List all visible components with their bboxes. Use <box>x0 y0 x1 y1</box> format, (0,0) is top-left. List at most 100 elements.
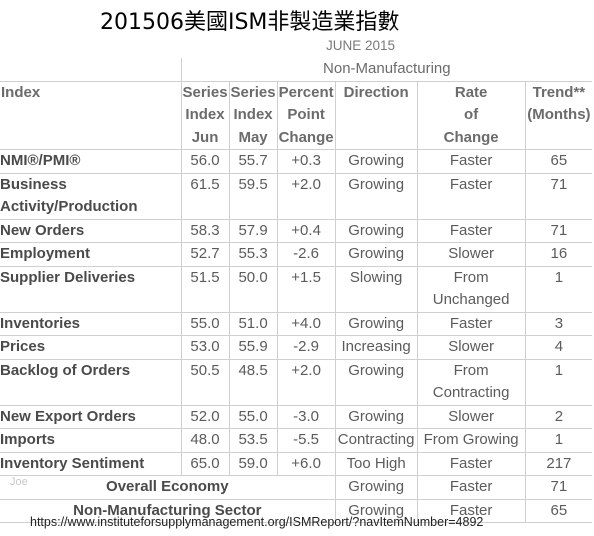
summary-label: Overall Economy <box>0 475 336 500</box>
direction: Growing <box>334 312 418 336</box>
index-name-line: Employment <box>0 245 91 262</box>
percent-point-change: +2.0 <box>276 359 336 406</box>
summary-direction: Growing <box>334 475 418 500</box>
index-name: New Orders <box>0 219 181 243</box>
series-index-may: 50.0 <box>228 266 278 313</box>
summary-rate: Faster <box>416 499 526 523</box>
rate-of-change: From Growing <box>416 428 526 453</box>
series-index-may: 57.9 <box>228 219 278 243</box>
series-index-may: 59.5 <box>228 173 278 220</box>
index-name-line: Business <box>0 175 67 193</box>
trend-months: 65 <box>524 149 593 174</box>
series-index-jun: 50.5 <box>180 359 230 406</box>
index-name: Supplier Deliveries <box>0 266 181 313</box>
series-index-jun: 52.7 <box>180 242 230 267</box>
rate-of-change: Slower <box>416 405 526 429</box>
direction: Slowing <box>334 266 418 313</box>
index-name-line: Imports <box>0 431 56 448</box>
direction: Too High <box>334 452 418 476</box>
direction: Growing <box>334 149 418 174</box>
percent-point-change: -2.9 <box>276 335 336 360</box>
series-index-may: 53.5 <box>228 428 278 453</box>
header-change-line: Change <box>278 128 334 146</box>
series-index-may: 55.3 <box>228 242 278 267</box>
index-name: NMI®/PMI® <box>0 149 181 174</box>
table-row: Employment 52.7 55.3 -2.6 Growing Slower 16 <box>0 242 593 267</box>
percent-point-change: +0.3 <box>276 149 336 174</box>
group-header-blank <box>0 58 181 82</box>
summary-rate: Faster <box>416 475 526 500</box>
rate-of-change-line: Faster <box>449 454 493 472</box>
trend-months: 217 <box>524 452 593 476</box>
header-change-line: Point <box>287 106 325 123</box>
trend-months: 3 <box>524 312 593 336</box>
table-row: Prices 53.0 55.9 -2.9 Increasing Slower 4 <box>0 335 593 360</box>
series-index-jun: 58.3 <box>180 219 230 243</box>
header-index: Index <box>0 81 181 150</box>
group-header-row: Non-Manufacturing <box>0 58 593 82</box>
header-series-jun-line: Index <box>185 106 225 123</box>
rate-of-change-line: From Growing <box>423 431 519 448</box>
header-change-line: Percent <box>278 83 334 101</box>
percent-point-change: -3.0 <box>276 405 336 429</box>
direction: Contracting <box>334 428 418 453</box>
index-name-line: Inventories <box>0 314 81 332</box>
series-index-may: 55.7 <box>228 149 278 174</box>
table-row: NMI®/PMI® 56.0 55.7 +0.3 Growing Faster 65 <box>0 149 593 174</box>
table-row: Inventories 55.0 51.0 +4.0 Growing Faster 3 <box>0 312 593 336</box>
series-index-may: 55.9 <box>228 335 278 360</box>
rate-of-change: Faster <box>416 312 526 336</box>
rate-of-change: Slower <box>416 335 526 360</box>
percent-point-change: +6.0 <box>276 452 336 476</box>
summary-trend: 65 <box>524 499 593 523</box>
index-name-line: Prices <box>0 338 46 355</box>
table-row: New Export Orders 52.0 55.0 -3.0 Growing Slow… <box>0 405 593 429</box>
series-index-jun: 51.5 <box>180 266 230 313</box>
rate-of-change: Slower <box>416 242 526 267</box>
header-trend: Trend** (Months) <box>524 81 593 150</box>
trend-months: 1 <box>524 428 593 453</box>
series-index-jun: 48.0 <box>180 428 230 453</box>
percent-point-change: +0.4 <box>276 219 336 243</box>
rate-of-change: From Unchanged <box>416 266 526 313</box>
percent-point-change: +4.0 <box>276 312 336 336</box>
trend-months: 71 <box>524 173 593 220</box>
header-series-may-line: Index <box>233 106 273 123</box>
percent-point-change: -5.5 <box>276 428 336 453</box>
column-header-row: Index Series Index Jun Series Index May … <box>0 81 593 150</box>
series-index-may: 48.5 <box>228 359 278 406</box>
summary-row: Non-Manufacturing Sector Growing Faster 65 <box>0 499 593 523</box>
ism-table-body: Non-Manufacturing Index Series Index Jun… <box>0 58 593 523</box>
header-rate: Rate of Change <box>416 81 526 150</box>
index-name: Backlog of Orders <box>0 359 181 406</box>
header-rate-line: Rate <box>454 83 488 101</box>
summary-trend: 71 <box>524 475 593 500</box>
table-row: Business Activity/Production 61.5 59.5 +2.0 G… <box>0 173 593 220</box>
header-rate-line: Change <box>443 128 499 146</box>
series-index-jun: 52.0 <box>180 405 230 429</box>
table-row: Imports 48.0 53.5 -5.5 Contracting From Growi… <box>0 428 593 453</box>
index-name: Inventories <box>0 312 181 336</box>
trend-months: 16 <box>524 242 593 267</box>
header-trend-line: (Months) <box>527 106 591 123</box>
index-name: Imports <box>0 428 181 453</box>
rate-of-change: Faster <box>416 149 526 174</box>
direction: Growing <box>334 405 418 429</box>
index-name-line: New Orders <box>0 221 85 239</box>
header-rate-line: of <box>464 106 479 123</box>
rate-of-change-line: Slower <box>448 407 495 425</box>
rate-of-change-line: Faster <box>449 221 493 239</box>
series-index-jun: 55.0 <box>180 312 230 336</box>
source-url[interactable]: https://www.instituteforsupplymanagement… <box>30 515 484 529</box>
rate-of-change-line: Unchanged <box>432 291 510 308</box>
rate-of-change-line: Faster <box>449 175 493 193</box>
table-row: Supplier Deliveries 51.5 50.0 +1.5 Slowing Fr… <box>0 266 593 313</box>
group-header: Non-Manufacturing <box>180 58 593 82</box>
index-name-line: Backlog of Orders <box>0 361 131 379</box>
summary-direction: Growing <box>334 499 418 523</box>
rate-of-change: Faster <box>416 452 526 476</box>
series-index-jun: 56.0 <box>180 149 230 174</box>
index-name-line: Activity/Production <box>0 198 138 215</box>
summary-row: Overall Economy Growing Faster 71 <box>0 475 593 500</box>
index-name: Employment <box>0 242 181 267</box>
